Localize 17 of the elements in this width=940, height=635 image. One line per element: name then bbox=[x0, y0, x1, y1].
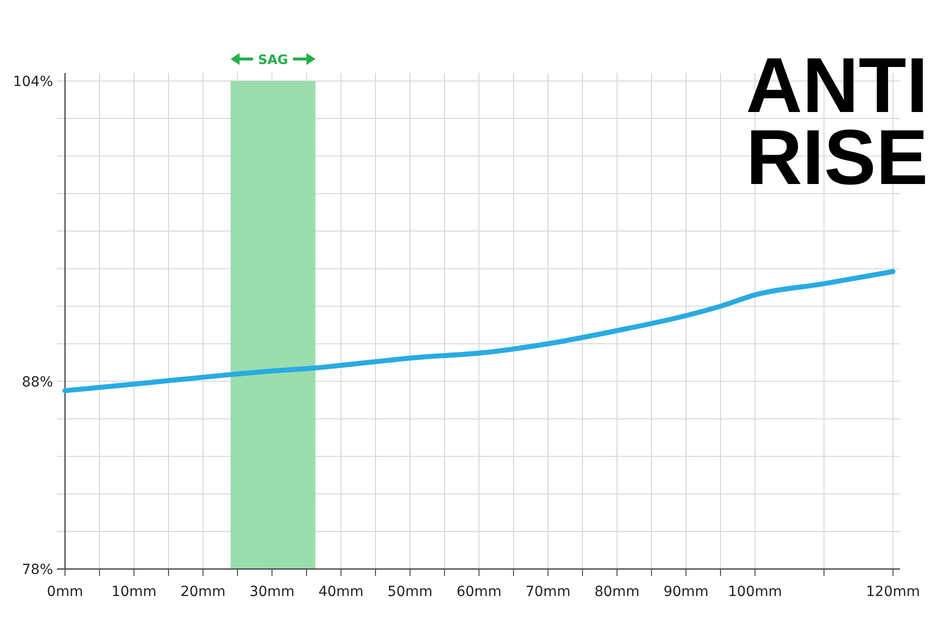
x-tick-label: 10mm bbox=[111, 584, 157, 600]
y-tick-label: 104% bbox=[12, 74, 53, 90]
x-tick-label: 50mm bbox=[387, 584, 433, 600]
chart-title: ANTI RISE bbox=[746, 41, 928, 201]
x-tick-label: 90mm bbox=[663, 584, 709, 600]
y-tick-label: 78% bbox=[22, 562, 53, 578]
x-tick-label: 0mm bbox=[46, 584, 84, 600]
x-tick-label: 120mm bbox=[866, 584, 920, 600]
x-tick-label: 70mm bbox=[525, 584, 571, 600]
x-tick-label: 30mm bbox=[249, 584, 295, 600]
y-tick-label: 88% bbox=[22, 374, 53, 390]
x-tick-label: 60mm bbox=[456, 584, 502, 600]
x-tick-label: 100mm bbox=[728, 584, 782, 600]
band-label: SAG bbox=[258, 53, 288, 68]
x-tick-label: 20mm bbox=[180, 584, 226, 600]
x-tick-label: 40mm bbox=[318, 584, 364, 600]
x-tick-label: 80mm bbox=[594, 584, 640, 600]
